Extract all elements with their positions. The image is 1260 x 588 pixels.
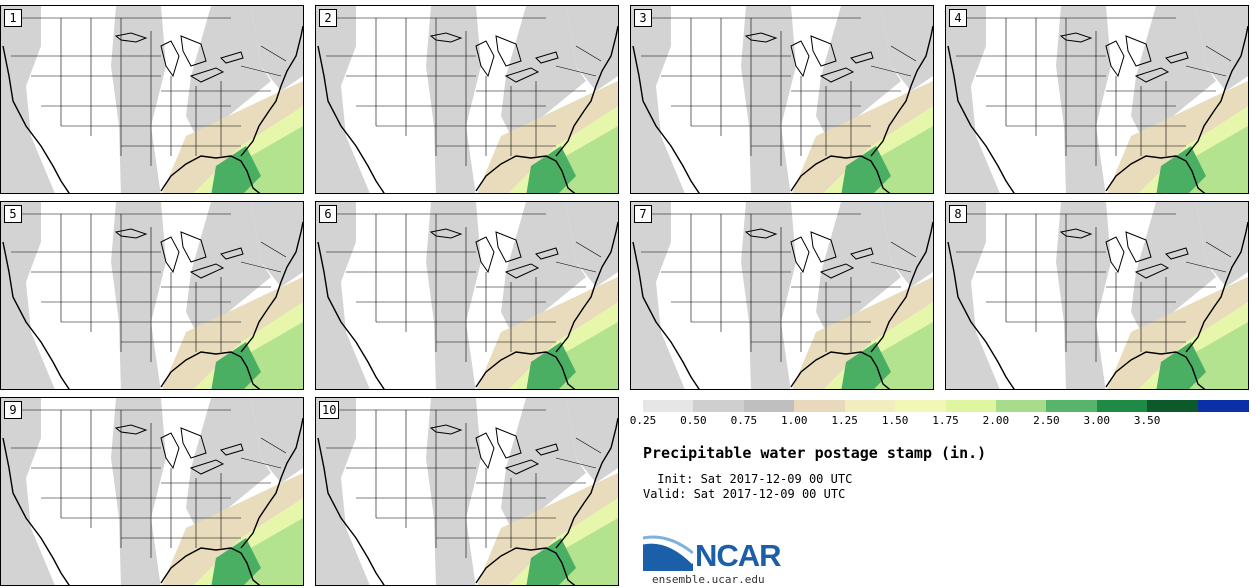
member-number: 10 [319, 401, 340, 419]
init-time: Init: Sat 2017-12-09 00 UTC [650, 472, 853, 486]
colorbar-swatch [1147, 400, 1199, 412]
member-map [631, 202, 933, 389]
member-map [316, 6, 618, 193]
colorbar-tick-label: 2.50 [1033, 414, 1060, 427]
colorbar-swatch [1096, 400, 1148, 412]
colorbar-tick-label: 1.50 [881, 414, 909, 427]
valid-time: Valid: Sat 2017-12-09 00 UTC [643, 487, 846, 501]
colorbar-tick-label: 0.75 [730, 414, 758, 427]
colorbar-swatch [844, 400, 896, 412]
member-number: 4 [949, 9, 967, 27]
colorbar-tick-label: 3.50 [1133, 414, 1161, 427]
member-number: 3 [634, 9, 652, 27]
colorbar-swatch [643, 400, 694, 412]
postage-stamp-map: 1 [0, 5, 304, 194]
member-number: 5 [4, 205, 22, 223]
postage-stamp-map: 10 [315, 397, 619, 586]
member-map [1, 6, 303, 193]
postage-stamp-map: 3 [630, 5, 934, 194]
member-map [631, 6, 933, 193]
member-number: 7 [634, 205, 652, 223]
colorbar-swatch [1197, 400, 1249, 412]
member-number: 2 [319, 9, 337, 27]
colorbar-swatch [743, 400, 795, 412]
colorbar-tick-label: 1.25 [831, 414, 858, 427]
member-map [946, 6, 1248, 193]
postage-stamp-map: 8 [945, 201, 1249, 390]
postage-stamp-map: 6 [315, 201, 619, 390]
colorbar-tick-label: 3.00 [1083, 414, 1111, 427]
colorbar-swatch [895, 400, 947, 412]
postage-stamp-map: 7 [630, 201, 934, 390]
colorbar-tick-label: 0.50 [680, 414, 707, 427]
member-number: 6 [319, 205, 337, 223]
colorbar-swatch [945, 400, 997, 412]
member-map [1, 398, 303, 585]
member-map [316, 202, 618, 389]
colorbar-swatch [1046, 400, 1098, 412]
member-number: 9 [4, 401, 22, 419]
postage-stamp-map: 4 [945, 5, 1249, 194]
colorbar-tick-label: 1.00 [781, 414, 808, 427]
colorbar-swatch [693, 400, 745, 412]
postage-stamp-map: 5 [0, 201, 304, 390]
colorbar-tick-label: 2.00 [982, 414, 1010, 427]
colorbar-swatch [794, 400, 846, 412]
colorbar-tick-label: 0.25 [629, 414, 657, 427]
colorbar-tick-labels: 0.25 0.50 0.75 1.00 1.25 1.50 1.75 2.00 2.50 3.00… [630, 414, 1260, 428]
member-number: 1 [4, 9, 22, 27]
member-number: 8 [949, 205, 967, 223]
colorbar [643, 400, 1249, 412]
ncar-logo-text: NCAR [695, 538, 782, 573]
member-map [316, 398, 618, 585]
ncar-logo-icon [643, 535, 693, 571]
colorbar-swatch [995, 400, 1047, 412]
figure-title: Precipitable water postage stamp (in.) [643, 444, 987, 462]
member-map [1, 202, 303, 389]
postage-stamp-map: 9 [0, 397, 304, 586]
member-map [946, 202, 1248, 389]
colorbar-tick-label: 1.75 [932, 414, 959, 427]
site-url: ensemble.ucar.edu [652, 573, 765, 586]
postage-stamp-map: 2 [315, 5, 619, 194]
